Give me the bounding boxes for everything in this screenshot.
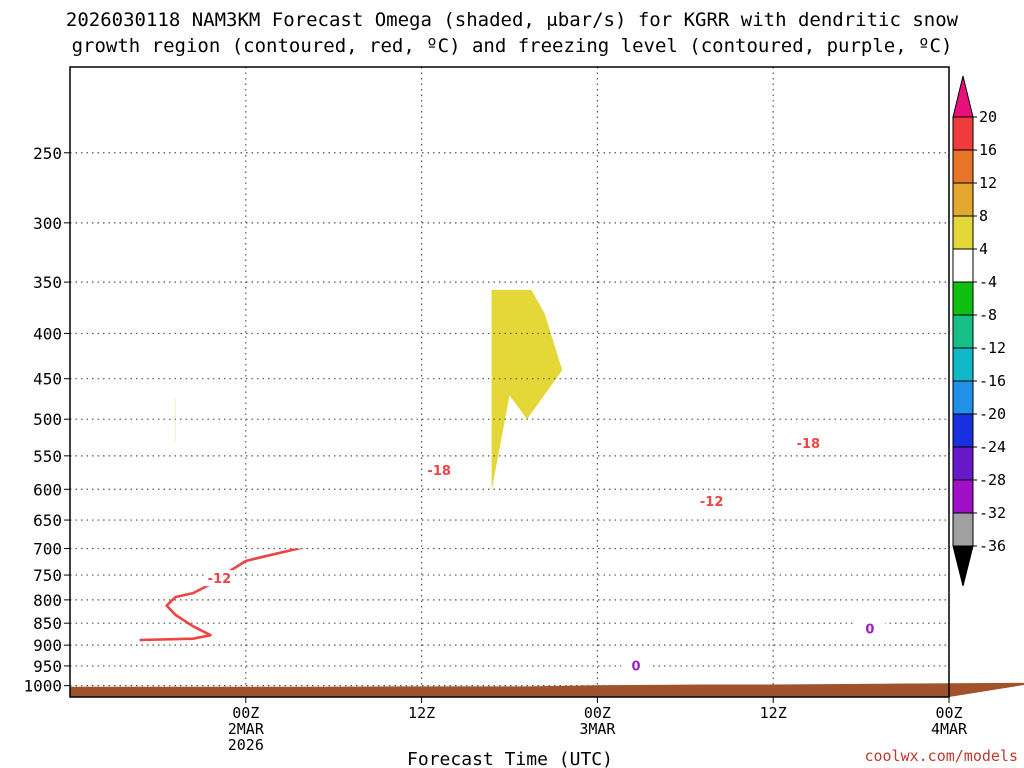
x-tick-label: 12Z <box>408 704 435 722</box>
colorbar-band <box>952 248 974 283</box>
colorbar-label: 12 <box>979 174 997 192</box>
terrain-ground <box>70 682 1024 697</box>
contour-label: -12 <box>208 572 232 587</box>
plot-area: -18 -18 -12 -12 0 0 <box>69 66 1024 698</box>
y-tick-label: 250 <box>33 144 62 163</box>
x-tick-label: 12Z <box>760 704 787 722</box>
colorbar-label: -24 <box>979 438 1006 456</box>
colorbar-label: 4 <box>979 240 988 258</box>
y-tick-label: 600 <box>33 480 62 499</box>
colorbar-band <box>952 413 974 448</box>
x-tick-label: 00Z <box>935 704 962 722</box>
credit-text: coolwx.com/models <box>864 747 1018 765</box>
colorbar-band <box>952 380 974 415</box>
colorbar-label: 20 <box>979 108 997 126</box>
contour-label: 0 <box>632 660 641 675</box>
y-tick-label: 900 <box>33 636 62 655</box>
x-tick-label: 00Z <box>232 704 259 722</box>
y-tick-label: 1000 <box>23 677 62 696</box>
colorbar-band <box>952 446 974 481</box>
colorbar-label: -28 <box>979 471 1006 489</box>
y-axis-pressure: 250 300 350 400 450 500 550 600 650 700 750 800 850 9… <box>23 144 70 696</box>
colorbar-bottom-arrow <box>952 545 974 587</box>
contour-label-bg <box>793 434 824 451</box>
y-tick-label: 550 <box>33 447 62 466</box>
y-tick-label: 950 <box>33 657 62 676</box>
x-tick-label: 00Z <box>584 704 611 722</box>
x-tick-label: 2MAR <box>228 720 265 738</box>
y-tick-label: 450 <box>33 370 62 389</box>
colorbar-band <box>952 347 974 382</box>
colorbar-band <box>952 314 974 349</box>
colorbar-band <box>952 149 974 184</box>
colorbar-label: 16 <box>979 141 997 159</box>
y-tick-label: 400 <box>33 324 62 343</box>
x-axis-label: Forecast Time (UTC) <box>407 749 613 768</box>
x-tick-label: 3MAR <box>579 720 616 738</box>
y-tick-label: 650 <box>33 511 62 530</box>
colorbar-band <box>952 182 974 217</box>
contour-label-bg <box>854 620 885 637</box>
omega-region <box>1007 257 1016 308</box>
x-tick-label: 4MAR <box>931 720 968 738</box>
contour-label-bg <box>424 461 455 478</box>
colorbar-label: -12 <box>979 339 1006 357</box>
contour-label: -18 <box>797 437 821 452</box>
chart-title-line1: 2026030118 NAM3KM Forecast Omega (shaded… <box>66 9 959 31</box>
colorbar-legend: 20 16 12 8 4 -4 -8 -12 -16 -20 -24 -28 -32 -36 <box>952 75 1006 587</box>
colorbar-band <box>952 215 974 250</box>
y-tick-label: 350 <box>33 273 62 292</box>
colorbar-label: -4 <box>979 273 997 291</box>
x-tick-label: 2026 <box>228 736 264 754</box>
y-tick-label: 850 <box>33 614 62 633</box>
contour-label: -18 <box>427 464 451 479</box>
y-tick-label: 700 <box>33 540 62 559</box>
colorbar-top-arrow <box>952 75 974 118</box>
y-tick-label: 750 <box>33 566 62 585</box>
contour-label: 0 <box>865 622 874 637</box>
colorbar-label: -16 <box>979 372 1006 390</box>
colorbar-label: -36 <box>979 537 1006 555</box>
omega-region <box>1011 357 1024 453</box>
y-tick-label: 500 <box>33 410 62 429</box>
contour-label-bg <box>204 570 235 587</box>
colorbar-band <box>952 116 974 151</box>
colorbar-label: -32 <box>979 504 1006 522</box>
colorbar-label: -20 <box>979 405 1006 423</box>
contour-label-bg <box>621 657 652 674</box>
colorbar-band <box>952 479 974 514</box>
plot-frame <box>69 66 950 698</box>
y-tick-label: 300 <box>33 214 62 233</box>
contour-label: -12 <box>700 495 724 510</box>
omega-region <box>1002 216 1020 333</box>
colorbar-band <box>952 512 974 547</box>
terrain-fill <box>70 682 1024 697</box>
colorbar-band <box>952 281 974 316</box>
y-tick-label: 800 <box>33 591 62 610</box>
colorbar-label: 8 <box>979 207 988 225</box>
chart-title-line2: growth region (contoured, red, ºC) and f… <box>72 35 953 57</box>
gridlines <box>70 67 950 697</box>
colorbar-label: -8 <box>979 306 997 324</box>
contour-label-bg <box>696 492 727 509</box>
